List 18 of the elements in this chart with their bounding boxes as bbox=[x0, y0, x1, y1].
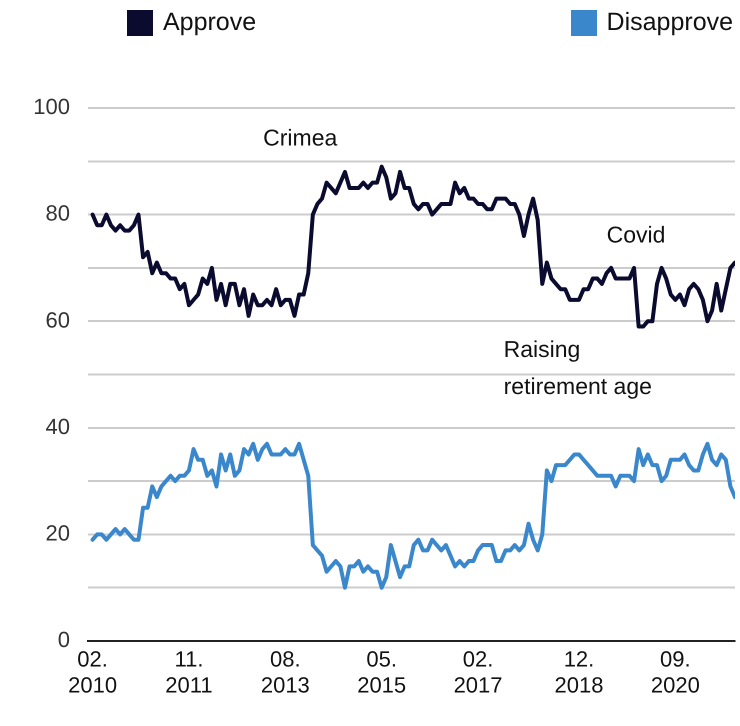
y-tick-label: 40 bbox=[46, 414, 70, 439]
y-tick-label: 80 bbox=[46, 200, 70, 226]
x-tick-label: 09. 2020 bbox=[650, 646, 700, 698]
y-tick-label: 20 bbox=[46, 520, 70, 546]
y-tick-label: 60 bbox=[46, 307, 70, 332]
legend-label: Approve bbox=[163, 8, 256, 37]
annotation: Covid bbox=[606, 221, 666, 248]
legend-label: Disapprove bbox=[606, 8, 733, 37]
x-tick-label: 02. 2017 bbox=[454, 646, 503, 698]
x-tick-label: 08. 2013 bbox=[260, 646, 310, 698]
annotation: Raising retirement age bbox=[504, 336, 652, 400]
x-tick-label: 12. 2018 bbox=[554, 646, 604, 698]
y-tick-label: 0 bbox=[58, 627, 70, 652]
y-tick-label: 100 bbox=[33, 94, 70, 120]
annotation: Crimea bbox=[263, 124, 338, 150]
x-tick-label: 05. 2015 bbox=[357, 646, 406, 698]
x-tick-label: 02. 2010 bbox=[68, 646, 118, 698]
x-tick-label: 11. 2011 bbox=[165, 646, 213, 698]
